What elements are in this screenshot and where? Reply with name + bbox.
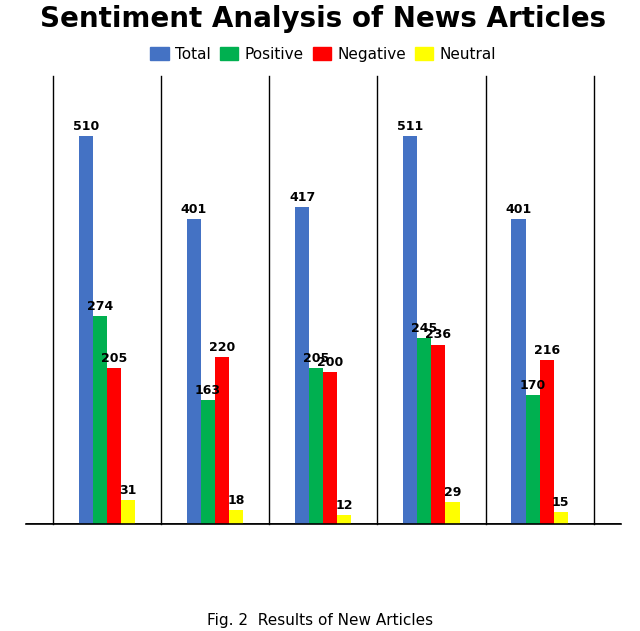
Bar <box>229 510 243 524</box>
Bar <box>295 207 309 524</box>
Bar <box>79 136 93 524</box>
Bar <box>431 345 445 524</box>
Text: 12: 12 <box>335 498 353 512</box>
Text: 163: 163 <box>195 384 221 397</box>
Bar <box>323 372 337 524</box>
Bar <box>540 360 554 524</box>
Text: 274: 274 <box>86 300 113 312</box>
Bar <box>511 219 525 524</box>
Text: 236: 236 <box>426 329 451 341</box>
Text: 511: 511 <box>397 120 424 133</box>
Text: Fig. 2  Results of New Articles: Fig. 2 Results of New Articles <box>207 613 433 628</box>
Bar <box>337 515 351 524</box>
Text: 31: 31 <box>119 484 136 497</box>
Text: 220: 220 <box>209 341 235 353</box>
Legend: Total, Positive, Negative, Neutral: Total, Positive, Negative, Neutral <box>145 41 502 68</box>
Bar <box>445 502 460 524</box>
Bar <box>525 394 540 524</box>
Text: 510: 510 <box>72 121 99 133</box>
Text: 205: 205 <box>100 352 127 365</box>
Text: 15: 15 <box>552 497 570 509</box>
Text: 216: 216 <box>534 344 560 357</box>
Text: 170: 170 <box>520 379 546 392</box>
Bar <box>554 512 568 524</box>
Bar <box>121 500 135 524</box>
Text: 29: 29 <box>444 486 461 498</box>
Title: Sentiment Analysis of News Articles: Sentiment Analysis of News Articles <box>40 5 606 33</box>
Text: 401: 401 <box>506 203 532 216</box>
Text: 245: 245 <box>412 322 438 334</box>
Bar <box>107 368 121 524</box>
Text: 417: 417 <box>289 191 316 204</box>
Bar <box>309 368 323 524</box>
Bar <box>201 400 215 524</box>
Bar <box>93 316 107 524</box>
Text: 18: 18 <box>227 494 244 507</box>
Text: 200: 200 <box>317 356 343 369</box>
Text: 205: 205 <box>303 352 330 365</box>
Bar <box>417 338 431 524</box>
Bar <box>215 357 229 524</box>
Bar <box>403 136 417 524</box>
Bar <box>187 219 201 524</box>
Text: 401: 401 <box>180 203 207 216</box>
